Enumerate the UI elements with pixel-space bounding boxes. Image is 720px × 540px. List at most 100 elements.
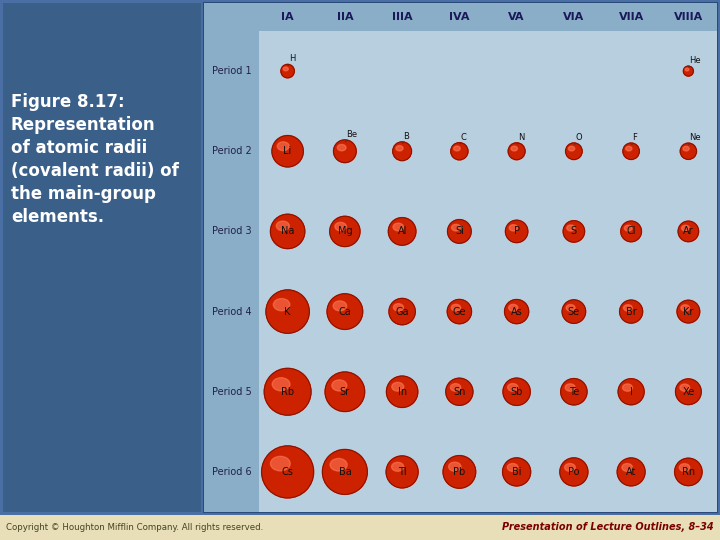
Circle shape [261, 446, 314, 498]
Circle shape [451, 143, 468, 160]
Circle shape [448, 220, 471, 243]
Circle shape [387, 376, 418, 408]
Text: Ar: Ar [683, 226, 693, 237]
Circle shape [623, 143, 639, 159]
Text: Xe: Xe [683, 387, 695, 397]
Ellipse shape [624, 225, 632, 231]
Bar [204, 31, 259, 512]
Ellipse shape [277, 142, 289, 151]
Ellipse shape [451, 224, 461, 231]
Ellipse shape [272, 377, 290, 391]
Ellipse shape [392, 462, 404, 471]
Ellipse shape [330, 458, 347, 471]
Text: Br: Br [626, 307, 636, 316]
Text: Mg: Mg [338, 226, 352, 237]
Text: N: N [518, 133, 524, 142]
Text: Ca: Ca [338, 307, 351, 316]
Text: I: I [630, 387, 633, 397]
Ellipse shape [271, 456, 290, 471]
Circle shape [264, 368, 311, 415]
Text: Po: Po [568, 467, 580, 477]
Text: S: S [571, 226, 577, 237]
Text: Al: Al [397, 226, 407, 237]
Circle shape [677, 300, 700, 323]
Text: Bi: Bi [512, 467, 521, 477]
Text: Pb: Pb [454, 467, 466, 477]
Text: Cs: Cs [282, 467, 294, 477]
Text: Period 3: Period 3 [212, 226, 251, 237]
Text: As: As [510, 307, 523, 316]
Ellipse shape [624, 305, 632, 311]
Text: IIA: IIA [336, 12, 354, 22]
Circle shape [272, 136, 303, 167]
Text: VA: VA [508, 12, 525, 22]
Circle shape [271, 214, 305, 248]
Ellipse shape [393, 223, 403, 231]
Ellipse shape [283, 67, 288, 71]
Ellipse shape [335, 222, 346, 231]
Text: Kr: Kr [683, 307, 693, 316]
Circle shape [508, 143, 525, 160]
Circle shape [503, 458, 531, 486]
Circle shape [618, 379, 644, 405]
Ellipse shape [333, 301, 346, 311]
Bar [259, 31, 717, 512]
Bar [204, 3, 717, 512]
Circle shape [327, 294, 363, 329]
Text: Se: Se [568, 307, 580, 316]
Ellipse shape [454, 146, 460, 151]
Ellipse shape [451, 304, 461, 311]
Text: Tl: Tl [398, 467, 406, 477]
Circle shape [330, 217, 360, 247]
Ellipse shape [626, 146, 632, 151]
Circle shape [683, 66, 693, 76]
Text: He: He [689, 56, 701, 65]
Ellipse shape [681, 305, 690, 311]
Ellipse shape [567, 225, 575, 231]
Text: Period 1: Period 1 [212, 66, 251, 76]
Ellipse shape [274, 299, 289, 310]
Text: VIIA: VIIA [618, 12, 644, 22]
Text: Ga: Ga [395, 307, 409, 316]
Text: Li: Li [284, 146, 292, 156]
Ellipse shape [568, 146, 575, 151]
Circle shape [617, 458, 645, 486]
Bar [204, 3, 717, 31]
Text: Te: Te [569, 387, 579, 397]
Ellipse shape [565, 384, 575, 391]
Text: Sb: Sb [510, 387, 523, 397]
Ellipse shape [683, 146, 689, 151]
Text: Period 2: Period 2 [212, 146, 251, 156]
Text: Ge: Ge [453, 307, 466, 316]
Text: Sr: Sr [340, 387, 350, 397]
Text: Figure 8.17:
Representation
of atomic radii
(covalent radii) of
the main-group
e: Figure 8.17: Representation of atomic ra… [11, 93, 179, 226]
Circle shape [566, 143, 582, 159]
Circle shape [680, 143, 696, 159]
Bar [0, 515, 720, 540]
Circle shape [675, 379, 701, 404]
Ellipse shape [508, 305, 518, 311]
Ellipse shape [396, 146, 403, 151]
Circle shape [386, 456, 418, 488]
Bar [3, 3, 201, 512]
Ellipse shape [508, 383, 518, 391]
Ellipse shape [449, 462, 461, 471]
Ellipse shape [679, 464, 690, 471]
Circle shape [505, 220, 528, 242]
Text: Presentation of Lecture Outlines, 8–34: Presentation of Lecture Outlines, 8–34 [503, 523, 714, 532]
Circle shape [503, 378, 530, 406]
Text: Rn: Rn [682, 467, 695, 477]
Ellipse shape [685, 68, 689, 71]
Circle shape [443, 456, 476, 488]
Text: Period 4: Period 4 [212, 307, 251, 316]
Circle shape [675, 458, 702, 485]
Circle shape [620, 300, 643, 323]
Text: Si: Si [455, 226, 464, 237]
Circle shape [266, 290, 310, 333]
Text: O: O [575, 133, 582, 142]
Ellipse shape [508, 463, 518, 471]
Text: H: H [289, 55, 295, 63]
Text: IVA: IVA [449, 12, 469, 22]
Circle shape [333, 140, 356, 163]
Text: Period 6: Period 6 [212, 467, 251, 477]
